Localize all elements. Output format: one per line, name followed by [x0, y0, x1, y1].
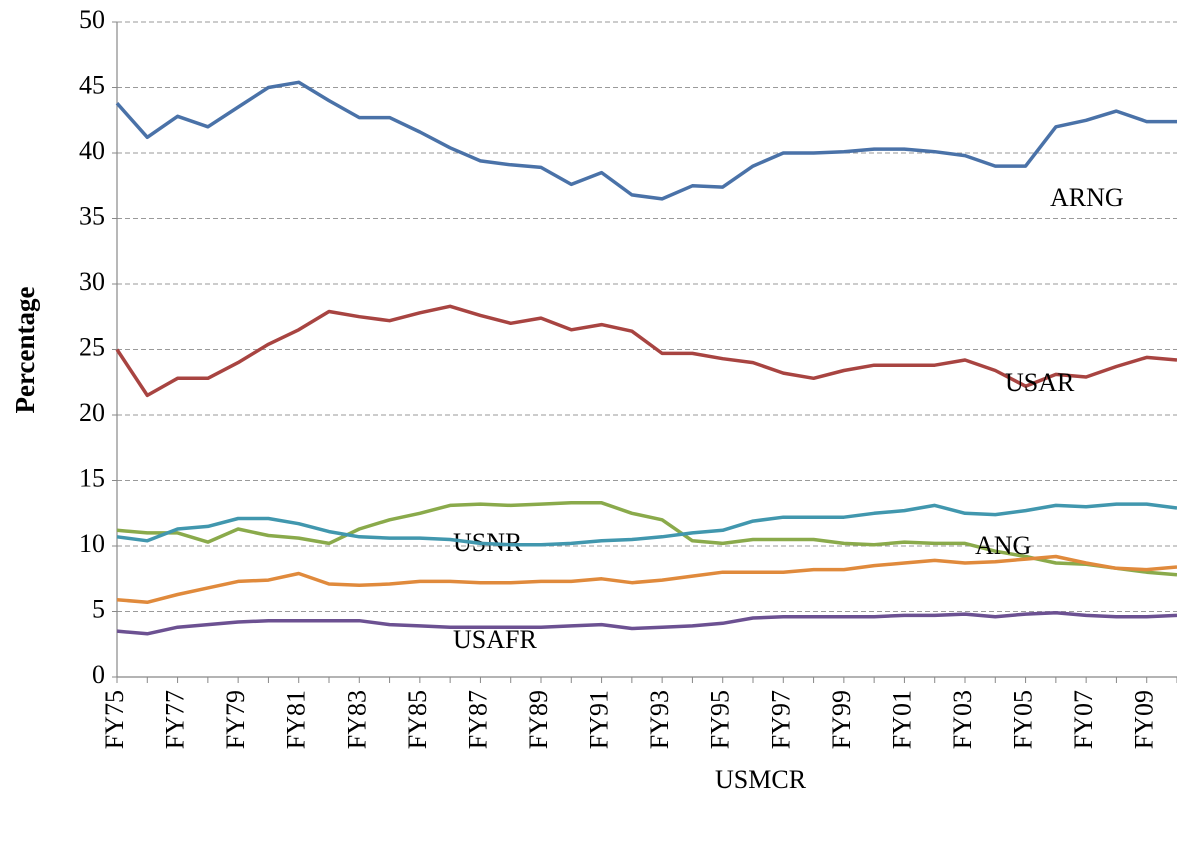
series-line [116, 502, 1177, 547]
y-tick-label: 25 [79, 332, 105, 361]
series-line [116, 501, 1177, 577]
y-tick-label: 50 [79, 5, 105, 34]
x-tick-label: FY93 [645, 690, 674, 749]
x-tick-label: FY05 [1009, 690, 1038, 749]
series-line [116, 554, 1177, 605]
x-tick-label: FY97 [766, 690, 795, 749]
y-tick-label: 45 [79, 70, 105, 99]
y-tick-label: 20 [79, 398, 105, 427]
x-tick-label: FY83 [342, 690, 371, 749]
series-label: USAR [1005, 368, 1075, 397]
series-line [115, 304, 1177, 398]
x-tick-label: FY01 [887, 690, 916, 749]
y-tick-label: 40 [79, 136, 105, 165]
x-tick-label: FY77 [161, 690, 190, 749]
series-line [116, 611, 1177, 636]
series-label: USAFR [453, 625, 537, 654]
x-tick-label: FY89 [524, 690, 553, 749]
series-label: ANG [975, 531, 1031, 560]
y-tick-label: 5 [92, 594, 105, 623]
x-tick-label: FY07 [1069, 690, 1098, 749]
x-tick-label: FY87 [463, 690, 492, 749]
x-tick-label: FY99 [827, 690, 856, 749]
y-tick-label: 0 [92, 660, 105, 689]
x-tick-label: FY95 [706, 690, 735, 749]
y-tick-label: 10 [79, 529, 105, 558]
x-tick-label: FY91 [585, 690, 614, 749]
y-tick-label: 35 [79, 201, 105, 230]
y-tick-label: 15 [79, 463, 105, 492]
x-tick-label: FY75 [100, 690, 129, 749]
y-tick-label: 30 [79, 267, 105, 296]
x-tick-label: FY03 [948, 690, 977, 749]
series-label: ARNG [1050, 183, 1124, 212]
series-line [115, 80, 1177, 201]
y-axis-label: Percentage [10, 287, 40, 414]
x-tick-label: FY79 [221, 690, 250, 749]
x-tick-label: FY81 [282, 690, 311, 749]
series-label: USMCR [715, 765, 807, 794]
x-tick-label: FY85 [403, 690, 432, 749]
x-tick-label: FY09 [1130, 690, 1159, 749]
